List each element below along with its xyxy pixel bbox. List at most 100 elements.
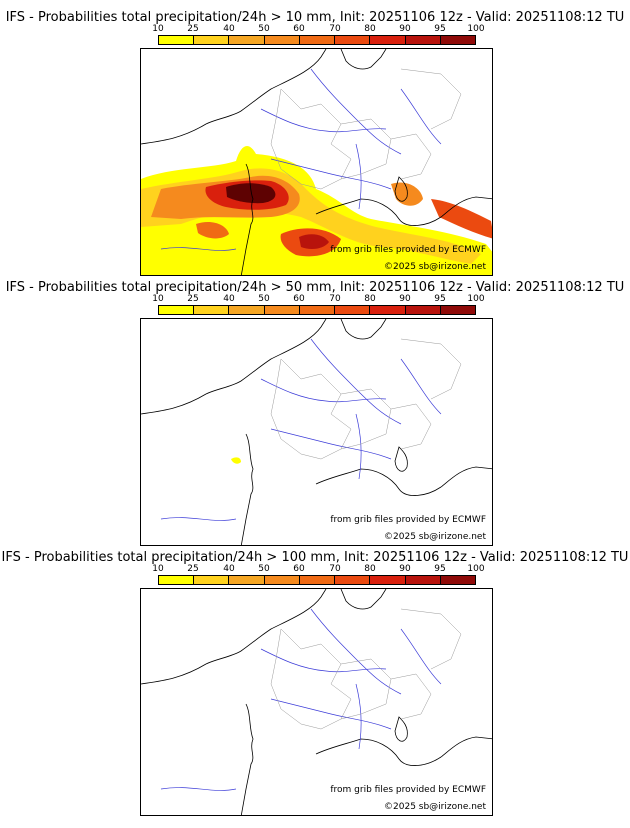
river <box>160 517 237 521</box>
rivers <box>160 338 442 521</box>
border <box>340 388 392 450</box>
colorbar-tick: 80 <box>364 24 376 34</box>
colorbar-swatch <box>405 576 441 584</box>
borders <box>270 68 462 190</box>
river <box>400 628 442 685</box>
colorbar-tick: 60 <box>293 564 305 574</box>
colorbar-tick: 50 <box>258 294 270 304</box>
border <box>400 338 462 400</box>
copyright-credit: ©2025 sb@irizone.net <box>384 262 486 272</box>
colorbar-tick: 100 <box>467 564 485 574</box>
river <box>355 413 362 480</box>
colorbar-tick: 50 <box>258 564 270 574</box>
coastline <box>141 589 327 685</box>
copyright-credit: ©2025 sb@irizone.net <box>384 532 486 542</box>
colorbar-swatch <box>159 306 195 314</box>
map-panel-50mm: IFS - Probabilities total precipitation/… <box>0 270 630 546</box>
border <box>340 118 392 180</box>
colorbar-tick: 100 <box>467 24 485 34</box>
colorbar-tick: 95 <box>434 24 446 34</box>
border <box>390 403 432 450</box>
border <box>340 658 392 720</box>
map-panel-100mm: IFS - Probabilities total precipitation/… <box>0 540 630 816</box>
colorbar-swatch <box>264 306 300 314</box>
colorbar-swatch <box>299 306 336 314</box>
river <box>260 108 387 133</box>
colorbar-tick: 95 <box>434 564 446 574</box>
rivers <box>160 608 442 791</box>
colorbar-tick: 50 <box>258 24 270 34</box>
colorbar-swatch <box>159 36 195 44</box>
colorbar-tick: 60 <box>293 24 305 34</box>
map-frame: from grib files provided by ECMWF ©2025 … <box>140 588 493 816</box>
colorbar-tick: 70 <box>329 564 341 574</box>
coastline <box>315 466 492 496</box>
colorbar-tick: 95 <box>434 294 446 304</box>
colorbar-swatch <box>264 576 300 584</box>
river <box>310 338 402 425</box>
rivers <box>160 68 442 251</box>
river <box>260 378 387 403</box>
coastline <box>394 176 408 202</box>
colorbar-tick: 80 <box>364 564 376 574</box>
border <box>400 68 462 130</box>
colorbar-swatch <box>264 36 300 44</box>
colorbar-swatch <box>299 36 336 44</box>
colorbar-tick: 70 <box>329 294 341 304</box>
border <box>390 673 432 720</box>
coastlines <box>141 319 492 545</box>
precip-area <box>231 457 241 464</box>
precip-area <box>196 222 229 239</box>
river <box>270 158 392 190</box>
colorbar-swatch <box>370 306 406 314</box>
colorbar-swatch <box>194 36 230 44</box>
panel-title: IFS - Probabilities total precipitation/… <box>1 550 629 565</box>
borders <box>270 338 462 460</box>
river <box>400 358 442 415</box>
coastline <box>394 446 408 472</box>
precip-area <box>299 234 329 250</box>
colorbar-swatch <box>335 306 371 314</box>
coastlines <box>141 589 492 815</box>
colorbar-tick: 40 <box>223 294 235 304</box>
river <box>270 698 392 730</box>
coastline <box>240 703 254 815</box>
precipitation-field <box>141 146 492 275</box>
coastline <box>340 589 387 610</box>
coastline <box>394 716 408 742</box>
coastline <box>240 433 254 545</box>
colorbar-tick: 90 <box>399 24 411 34</box>
colorbar-tick: 25 <box>187 24 199 34</box>
map-frame: from grib files provided by ECMWF ©2025 … <box>140 318 493 546</box>
colorbar-swatch <box>229 306 265 314</box>
coastline <box>240 163 254 275</box>
colorbar <box>158 575 476 585</box>
colorbar-swatch <box>370 36 406 44</box>
colorbar-tick: 70 <box>329 24 341 34</box>
colorbar-swatch <box>299 576 336 584</box>
colorbar-tick: 90 <box>399 564 411 574</box>
colorbar <box>158 35 476 45</box>
border <box>400 608 462 670</box>
border <box>270 358 352 460</box>
coastline <box>315 736 492 766</box>
colorbar-tick: 40 <box>223 564 235 574</box>
coastline <box>315 196 492 226</box>
colorbar-tick: 60 <box>293 294 305 304</box>
border <box>270 628 352 730</box>
colorbar-swatch <box>194 306 230 314</box>
colorbar-swatch <box>159 576 195 584</box>
river <box>260 648 387 673</box>
precipitation-field <box>231 457 241 464</box>
map-canvas <box>141 589 492 815</box>
precip-area <box>226 183 276 204</box>
panel-title: IFS - Probabilities total precipitation/… <box>5 10 625 25</box>
colorbar-tick: 90 <box>399 294 411 304</box>
river <box>160 247 237 251</box>
colorbar-swatch <box>440 306 475 314</box>
map-frame: from grib files provided by ECMWF ©2025 … <box>140 48 493 276</box>
colorbar-swatch <box>405 306 441 314</box>
panel-title: IFS - Probabilities total precipitation/… <box>5 280 625 295</box>
colorbar-swatch <box>405 36 441 44</box>
colorbar-swatch <box>194 576 230 584</box>
